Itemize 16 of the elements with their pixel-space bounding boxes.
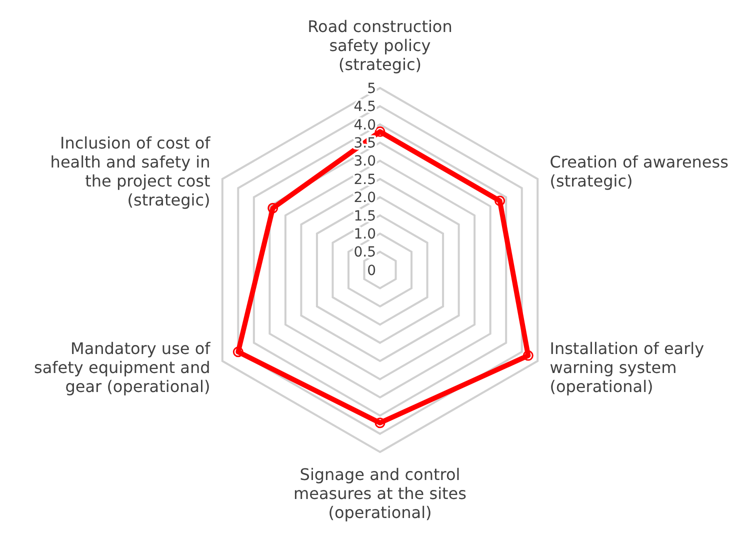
spoke-label: Road construction safety policy (strategic) — [308, 17, 452, 74]
spoke-label: Creation of awareness (strategic) — [550, 152, 728, 190]
spoke-label: Signage and control measures at the sites (operational) — [294, 465, 466, 522]
spoke-label: Inclusion of cost of health and safety in the project cost (strategic) — [50, 134, 211, 210]
spoke-label: Mandatory use of safety equipment and gear (operational) — [34, 339, 211, 396]
y-tick-label: 4.5 — [354, 99, 376, 116]
y-tick-label: 0 — [367, 262, 376, 279]
y-tick-label: 1.5 — [354, 208, 376, 224]
spoke-label: Installation of early warning system (operational) — [550, 339, 704, 396]
y-tick-label: 4.0 — [354, 117, 376, 134]
y-tick-label: 1.0 — [354, 226, 376, 242]
y-tick-label: 0.5 — [354, 244, 376, 261]
y-tick-label: 2.5 — [354, 172, 376, 188]
y-tick-label: 3.0 — [354, 154, 376, 170]
y-tick-label: 2.0 — [354, 190, 376, 206]
y-tick-label: 5 — [367, 80, 376, 97]
